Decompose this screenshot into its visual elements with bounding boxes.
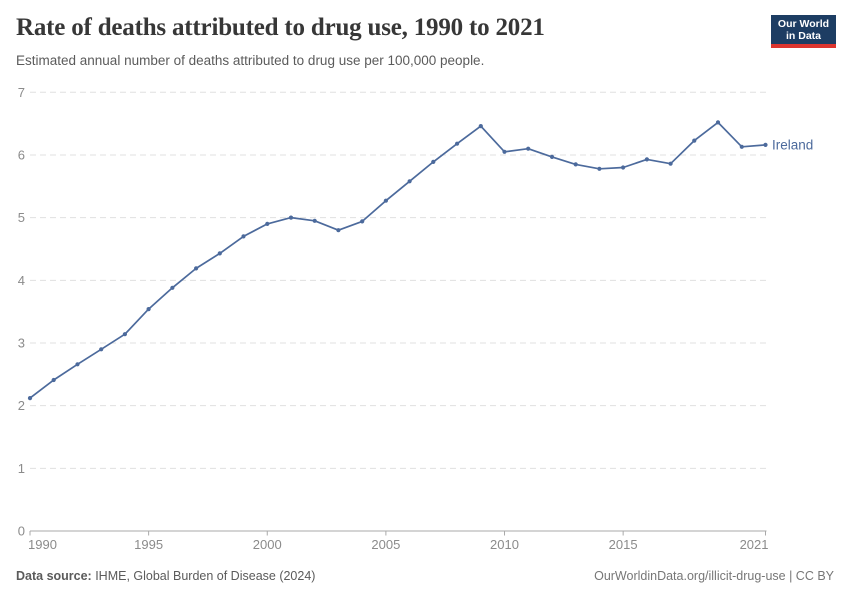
y-tick-label: 3 [18,335,25,350]
x-tick-label: 2010 [490,537,519,552]
license-credit-link[interactable]: OurWorldinData.org/illicit-drug-use | CC… [594,569,834,583]
data-point-marker[interactable] [431,159,436,164]
y-tick-label: 1 [18,461,25,476]
data-point-marker[interactable] [27,396,33,401]
owid-logo-line2: in Data [785,29,821,42]
y-tick-label: 4 [18,273,25,288]
data-point-marker[interactable] [573,162,578,167]
data-point-marker[interactable] [526,146,531,151]
data-point-marker[interactable] [383,198,388,203]
data-point-marker[interactable] [336,228,341,233]
page-title: Rate of deaths attributed to drug use, 1… [16,14,545,41]
x-tick-label: 2000 [253,537,282,552]
data-point-marker[interactable] [288,215,294,220]
x-tick-label: 1995 [134,537,163,552]
data-point-marker[interactable] [407,179,412,184]
data-point-marker[interactable] [739,144,744,149]
owid-logo[interactable]: Our World in Data [771,15,836,48]
y-tick-label: 6 [18,147,25,162]
data-point-marker[interactable] [478,124,483,129]
data-point-marker[interactable] [621,165,626,170]
data-point-marker[interactable] [455,141,460,146]
data-point-marker[interactable] [265,221,270,226]
data-point-marker[interactable] [668,161,673,166]
data-point-marker[interactable] [99,347,104,352]
chart-subtitle: Estimated annual number of deaths attrib… [16,53,485,68]
series-line[interactable] [29,121,767,399]
data-point-marker[interactable] [597,166,602,171]
data-point-marker[interactable] [360,219,365,224]
y-tick-label: 5 [18,210,25,225]
data-point-marker[interactable] [122,332,127,337]
data-point-marker[interactable] [241,234,246,239]
data-point-marker[interactable] [75,362,80,367]
x-tick-label: 1990 [28,537,57,552]
data-point-marker[interactable] [312,218,317,223]
y-tick-label: 7 [18,85,25,100]
data-point-marker[interactable] [502,149,507,154]
data-point-marker[interactable] [692,138,697,143]
data-point-marker[interactable] [549,154,555,159]
data-source-label: Data source: [16,569,92,583]
data-point-marker[interactable] [644,157,650,162]
owid-logo-line1: Our World [777,17,830,30]
data-point-marker[interactable] [146,307,151,312]
y-tick-label: 0 [18,524,25,539]
data-point-marker[interactable] [194,266,199,271]
data-point-marker[interactable] [51,377,56,383]
x-tick-label: 2021 [740,537,769,552]
data-point-marker[interactable] [170,285,175,290]
data-point-marker[interactable] [217,251,222,256]
series-end-label[interactable]: Ireland [772,137,813,152]
y-tick-label: 2 [18,398,25,413]
x-tick-label: 2005 [371,537,400,552]
x-tick-label: 2015 [609,537,638,552]
data-point-marker[interactable] [715,120,721,125]
data-source-note: Data source: IHME, Global Burden of Dise… [16,569,315,583]
data-point-marker[interactable] [763,142,768,147]
data-source-text: IHME, Global Burden of Disease (2024) [91,569,316,583]
